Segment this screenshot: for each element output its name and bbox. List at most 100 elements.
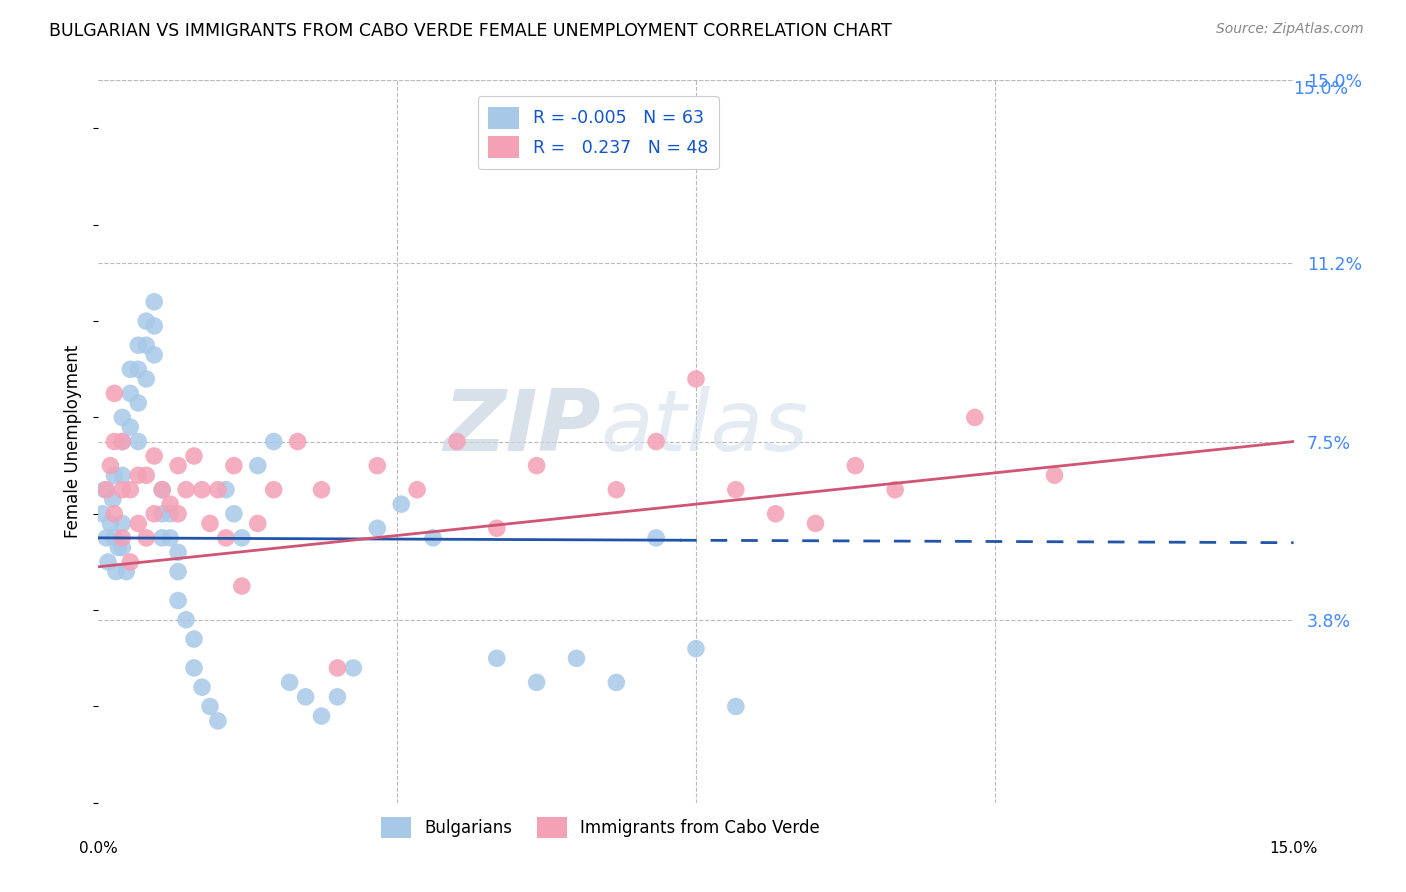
Point (222, 458, 245, 473)
Point (287, 434, 309, 449)
Text: ZIP: ZIP (443, 385, 600, 468)
Point (605, 483, 627, 497)
Point (143, 507, 166, 521)
Point (103, 531, 125, 545)
Point (207, 483, 229, 497)
Point (91, 507, 114, 521)
Text: 0.0%: 0.0% (79, 841, 118, 856)
Point (120, 362, 142, 376)
Point (143, 294, 166, 309)
Point (191, 483, 214, 497)
Point (111, 541, 134, 555)
Point (231, 579, 253, 593)
Point (120, 483, 142, 497)
Point (167, 458, 190, 473)
Point (127, 396, 149, 410)
Point (724, 483, 747, 497)
Point (127, 516, 149, 531)
Point (96, 531, 118, 545)
Point (263, 483, 285, 497)
Point (135, 531, 157, 545)
Point (115, 565, 138, 579)
Point (183, 632, 205, 646)
Point (167, 565, 190, 579)
Text: atlas: atlas (600, 385, 808, 468)
Point (366, 458, 388, 473)
Point (135, 372, 157, 386)
Point (222, 507, 245, 521)
Point (107, 541, 129, 555)
Point (98, 516, 122, 531)
Point (263, 434, 285, 449)
Point (565, 651, 588, 665)
Point (127, 338, 149, 352)
Text: 15.0%: 15.0% (1270, 841, 1317, 856)
Point (198, 699, 221, 714)
Point (111, 468, 134, 483)
Point (406, 483, 429, 497)
Point (844, 458, 866, 473)
Point (150, 531, 173, 545)
Point (174, 613, 197, 627)
Point (167, 593, 190, 607)
Point (685, 641, 707, 656)
Point (884, 483, 907, 497)
Point (159, 507, 181, 521)
Point (127, 468, 149, 483)
Point (485, 521, 508, 535)
Point (111, 434, 134, 449)
Point (231, 531, 253, 545)
Point (103, 507, 125, 521)
Point (150, 507, 173, 521)
Text: 15.0%: 15.0% (1294, 80, 1348, 98)
Point (326, 690, 349, 704)
Point (645, 434, 668, 449)
Point (111, 483, 134, 497)
Point (1043, 468, 1066, 483)
Point (120, 386, 142, 401)
Point (98, 458, 122, 473)
Point (111, 531, 134, 545)
Point (963, 410, 986, 425)
Point (724, 699, 747, 714)
Point (143, 348, 166, 362)
Point (765, 507, 787, 521)
Point (150, 483, 173, 497)
Point (143, 318, 166, 333)
Point (198, 516, 221, 531)
Point (104, 565, 127, 579)
Point (167, 545, 190, 559)
Point (111, 516, 134, 531)
Point (526, 458, 548, 473)
Point (311, 709, 333, 723)
Point (159, 531, 181, 545)
Point (174, 483, 197, 497)
Point (135, 314, 157, 328)
Point (127, 362, 149, 376)
Point (342, 661, 364, 675)
Point (111, 410, 134, 425)
Point (246, 516, 269, 531)
Point (127, 434, 149, 449)
Point (326, 661, 349, 675)
Point (804, 516, 827, 531)
Point (101, 492, 124, 507)
Point (94, 483, 117, 497)
Point (605, 675, 627, 690)
Point (685, 372, 707, 386)
Text: BULGARIAN VS IMMIGRANTS FROM CABO VERDE FEMALE UNEMPLOYMENT CORRELATION CHART: BULGARIAN VS IMMIGRANTS FROM CABO VERDE … (49, 22, 891, 40)
Y-axis label: Female Unemployment: Female Unemployment (65, 345, 83, 538)
Point (389, 497, 412, 511)
Point (526, 675, 548, 690)
Text: Source: ZipAtlas.com: Source: ZipAtlas.com (1216, 22, 1364, 37)
Point (135, 338, 157, 352)
Point (422, 531, 444, 545)
Point (103, 386, 125, 401)
Point (97, 555, 120, 569)
Point (120, 555, 142, 569)
Point (311, 483, 333, 497)
Point (167, 507, 190, 521)
Point (143, 449, 166, 463)
Point (150, 483, 173, 497)
Point (645, 531, 668, 545)
